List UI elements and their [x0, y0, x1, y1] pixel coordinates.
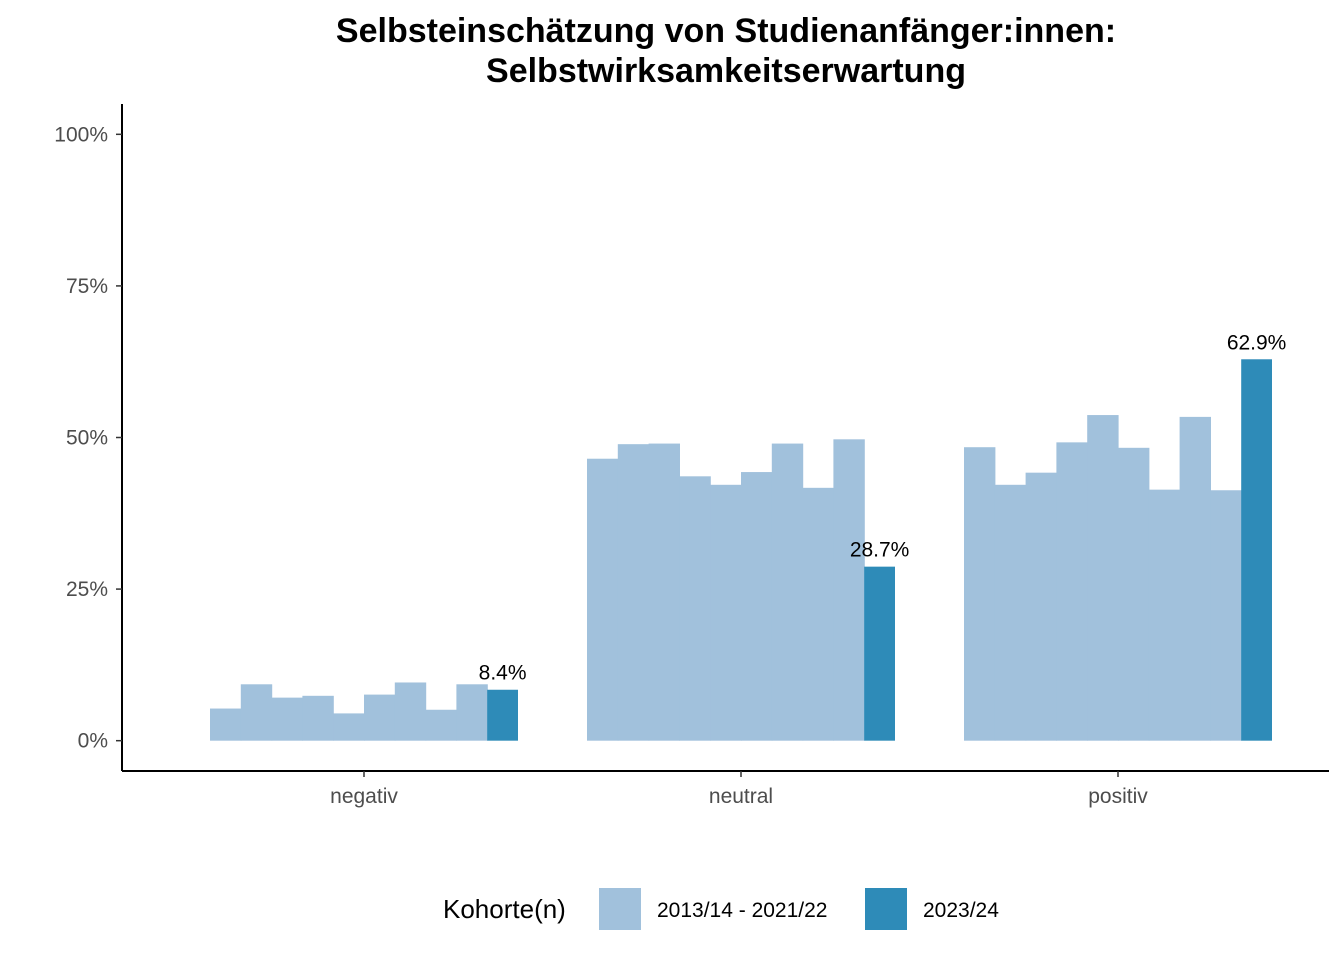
bar-positiv-historical-8: [1179, 416, 1211, 741]
bar-negativ-current: [487, 689, 518, 741]
data-label-negativ: 8.4%: [479, 662, 527, 685]
bar-neutral-current: [864, 566, 895, 741]
bar-negativ-historical-9: [456, 684, 488, 741]
bar-neutral-historical-8: [802, 487, 834, 741]
bar-negativ-historical-5: [333, 713, 365, 741]
plot-bars: [210, 359, 1272, 741]
legend-label-historical: 2013/14 - 2021/22: [657, 899, 827, 922]
x-tick-label-neutral: neutral: [709, 785, 773, 808]
legend: Kohorte(n) 2013/14 - 2021/22 2023/24: [443, 888, 999, 930]
bar-negativ-historical-6: [364, 694, 396, 741]
bar-negativ-historical-4: [302, 695, 334, 741]
data-label-positiv: 62.9%: [1227, 331, 1287, 354]
data-label-neutral: 28.7%: [850, 539, 910, 562]
bar-negativ-historical-2: [240, 684, 273, 741]
bar-positiv-historical-2: [994, 484, 1027, 741]
bar-neutral-historical-5: [710, 484, 742, 741]
legend-swatch-current: [865, 888, 907, 930]
bar-negativ-historical-7: [394, 682, 427, 741]
plot-data-labels: 8.4% 28.7% 62.9%: [479, 331, 1287, 684]
x-tick-label-positiv: positiv: [1088, 785, 1148, 808]
bar-negativ-historical-8: [425, 709, 457, 741]
bar-positiv-historical-4: [1056, 442, 1088, 741]
bar-neutral-historical-9: [833, 439, 865, 741]
chart-title-line-2: Selbstwirksamkeitserwartung: [486, 52, 966, 90]
legend-label-current: 2023/24: [923, 899, 999, 922]
bar-positiv-historical-3: [1025, 472, 1057, 741]
bar-positiv-current: [1241, 359, 1272, 741]
bar-neutral-historical-3: [648, 443, 680, 741]
y-tick-label: 25%: [66, 578, 108, 601]
chart-title-line-1: Selbsteinschätzung von Studienanfänger:i…: [336, 12, 1116, 50]
bar-positiv-historical-6: [1118, 447, 1150, 741]
legend-swatch-historical: [599, 888, 641, 930]
bar-positiv-historical-9: [1210, 490, 1242, 741]
bar-negativ-historical-3: [271, 697, 303, 741]
x-axis-ticks: negativ neutral positiv: [330, 771, 1148, 808]
y-tick-label: 0%: [78, 730, 108, 753]
legend-title: Kohorte(n): [443, 894, 566, 924]
x-tick-label-negativ: negativ: [330, 785, 398, 808]
bar-positiv-historical-7: [1148, 489, 1181, 741]
bar-neutral-historical-1: [587, 458, 619, 741]
y-axis-ticks: 0% 25% 50% 75% 100%: [54, 123, 122, 753]
y-tick-label: 75%: [66, 275, 108, 298]
y-tick-label: 50%: [66, 427, 108, 450]
bar-positiv-historical-1: [964, 447, 996, 741]
bar-positiv-historical-5: [1087, 415, 1119, 741]
bar-neutral-historical-7: [771, 443, 804, 741]
y-tick-label: 100%: [54, 123, 108, 146]
bar-neutral-historical-2: [617, 444, 650, 741]
bar-negativ-historical-1: [210, 708, 242, 741]
bar-neutral-historical-6: [741, 472, 773, 741]
bar-neutral-historical-4: [679, 476, 711, 741]
